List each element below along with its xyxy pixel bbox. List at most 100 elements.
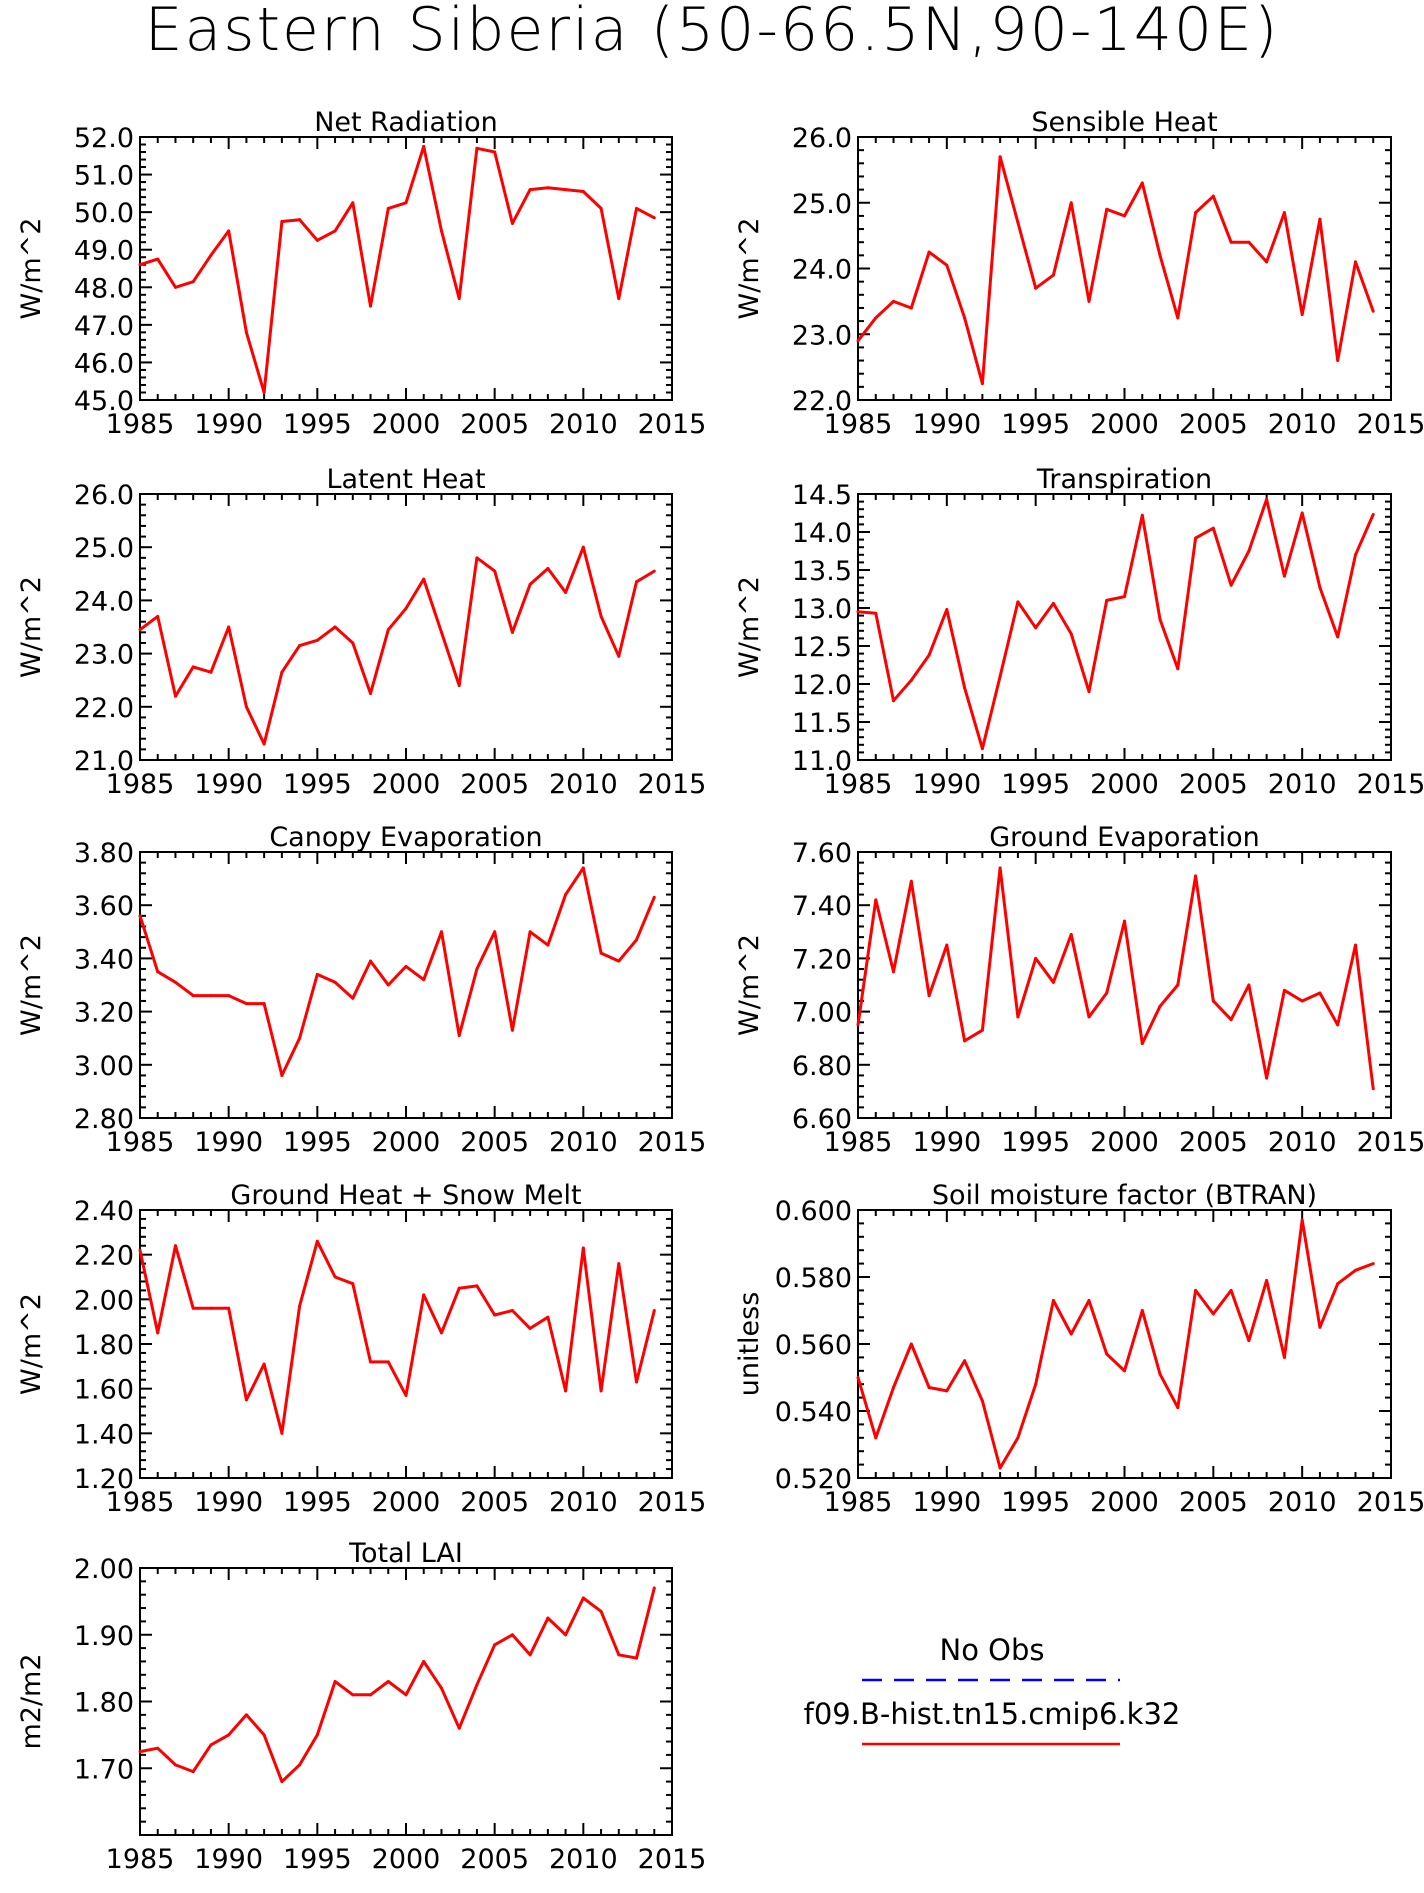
y-tick-label: 12.5 xyxy=(792,632,852,663)
data-point xyxy=(227,994,231,998)
x-tick-label: 2000 xyxy=(1090,409,1159,440)
y-tick-label: 22.0 xyxy=(792,386,852,417)
y-tick-label: 2.40 xyxy=(74,1196,134,1227)
data-point xyxy=(546,566,550,570)
y-tick-label: 3.20 xyxy=(74,998,134,1029)
data-point xyxy=(351,1693,355,1697)
x-tick-label: 2005 xyxy=(1179,409,1248,440)
data-point xyxy=(244,1713,248,1717)
data-point xyxy=(1087,1015,1091,1019)
y-tick-label: 22.0 xyxy=(74,693,134,724)
y-tick-label: 11.5 xyxy=(792,708,852,739)
data-point xyxy=(1371,513,1375,517)
panel-net-radiation: Net Radiation W/m^2 1985 1990 1995 2000 2005 20… xyxy=(16,107,706,440)
data-point xyxy=(1265,1278,1269,1282)
data-point xyxy=(475,1284,479,1288)
data-point xyxy=(856,1376,860,1379)
data-point xyxy=(156,614,160,618)
data-point xyxy=(1194,874,1198,878)
data-point xyxy=(315,972,319,976)
data-point xyxy=(422,1659,426,1663)
data-point xyxy=(191,280,195,284)
data-point xyxy=(1282,211,1286,215)
data-point xyxy=(439,229,443,233)
x-tick-label: 2015 xyxy=(638,1844,707,1875)
data-point xyxy=(138,263,142,267)
data-point xyxy=(1069,632,1073,636)
x-tick-label: 2005 xyxy=(460,1487,529,1518)
plot-frame xyxy=(139,1567,673,1836)
data-point xyxy=(874,898,878,902)
data-point xyxy=(1051,980,1055,984)
data-point xyxy=(1087,299,1091,303)
x-tick-label: 1995 xyxy=(1001,769,1070,800)
data-point xyxy=(599,614,603,618)
data-point xyxy=(333,229,337,233)
data-point xyxy=(892,299,896,303)
panel-total-lai: Total LAI m2/m2 1985 1990 1995 2000 2005 2010 20… xyxy=(16,1538,706,1875)
data-point xyxy=(1105,207,1109,211)
data-point xyxy=(369,692,373,695)
data-point xyxy=(1176,667,1180,671)
data-point xyxy=(599,206,603,210)
data-point xyxy=(209,994,213,998)
data-point xyxy=(262,390,266,394)
data-point xyxy=(244,705,248,709)
data-point xyxy=(262,1362,266,1366)
data-point xyxy=(1016,600,1020,604)
panel-title: Soil moisture factor (BTRAN) xyxy=(932,1180,1317,1211)
data-point xyxy=(404,606,408,610)
x-tick-label: 2005 xyxy=(1179,1487,1248,1518)
data-point xyxy=(856,339,860,343)
y-tick-label: 24.0 xyxy=(792,255,852,286)
x-tick-label: 2010 xyxy=(549,1844,618,1875)
data-point xyxy=(1123,595,1126,599)
x-tick-label: 2010 xyxy=(1268,1487,1337,1518)
data-point xyxy=(1194,1288,1198,1292)
y-axis-label: W/m^2 xyxy=(734,934,765,1036)
y-tick-label: 24.0 xyxy=(74,586,134,617)
y-tick-label: 14.5 xyxy=(792,480,852,511)
data-point xyxy=(1336,1282,1340,1286)
data-point xyxy=(475,1683,479,1687)
series-line xyxy=(138,1239,656,1435)
x-tick-label: 2005 xyxy=(460,409,529,440)
y-tick-label: 7.60 xyxy=(792,838,852,869)
plot-frame xyxy=(139,493,673,761)
data-point xyxy=(1176,1406,1180,1410)
data-point xyxy=(209,1743,213,1747)
data-point xyxy=(909,678,913,682)
data-point xyxy=(244,1398,248,1402)
data-point xyxy=(1034,626,1038,630)
data-point xyxy=(546,1315,550,1319)
data-point xyxy=(1300,999,1304,1003)
x-tick-label: 1990 xyxy=(912,769,981,800)
data-point xyxy=(1336,635,1340,639)
x-tick-label: 2005 xyxy=(1179,769,1248,800)
series-line xyxy=(139,1587,656,1784)
x-tick-label: 1985 xyxy=(106,1844,175,1875)
data-point xyxy=(404,201,408,205)
data-point xyxy=(1087,1298,1091,1302)
data-point xyxy=(856,1023,860,1027)
x-tick-label: 2010 xyxy=(1268,769,1337,800)
data-point xyxy=(1265,1076,1269,1080)
data-point xyxy=(1282,988,1286,992)
panel-title: Total LAI xyxy=(348,1538,463,1569)
data-point xyxy=(581,866,585,870)
data-point xyxy=(173,1244,177,1248)
data-point xyxy=(1300,313,1304,317)
data-point xyxy=(1353,553,1357,557)
data-point xyxy=(564,1633,568,1637)
data-point xyxy=(1034,956,1038,960)
y-tick-label: 11.0 xyxy=(792,746,852,777)
x-tick-label: 1995 xyxy=(283,1844,352,1875)
x-tick-label: 2015 xyxy=(1357,409,1424,440)
data-point xyxy=(493,150,497,154)
y-tick-label: 0.600 xyxy=(775,1196,852,1227)
y-tick-label: 1.20 xyxy=(74,1464,134,1495)
data-point xyxy=(493,1313,497,1317)
data-point xyxy=(369,1360,373,1364)
data-point xyxy=(1353,943,1357,947)
data-point xyxy=(457,1726,461,1730)
